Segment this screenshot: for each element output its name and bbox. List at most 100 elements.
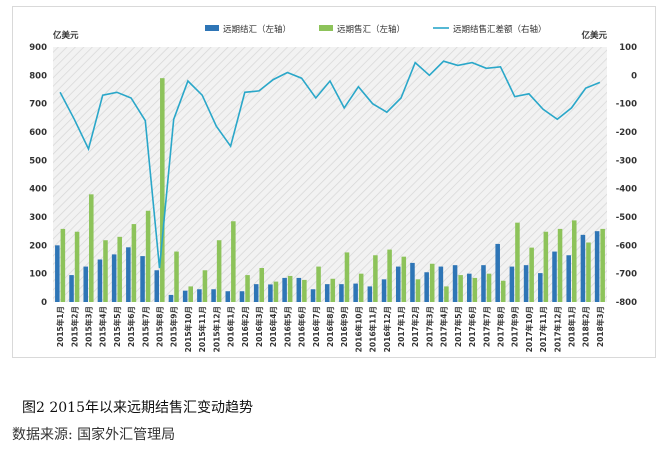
bar-settlement [268, 284, 273, 302]
bar-sales [571, 220, 577, 302]
x-tick-label: 2017年7月 [481, 306, 491, 347]
bar-sales [117, 236, 122, 302]
legend-label-balance: 远期结售汇差额（右轴） [453, 24, 547, 35]
right-tick-label: -200 [616, 128, 637, 138]
x-tick-label: 2017年1月 [396, 306, 406, 347]
bar-settlement [197, 289, 202, 302]
bar-sales [529, 247, 534, 302]
chart-svg: 远期结汇（左轴） 远期售汇（左轴） 远期结售汇差额（右轴） 亿美元 亿美元 0 1… [29, 24, 637, 352]
balance-line-group [59, 60, 601, 269]
right-tick-label: -100 [616, 100, 637, 110]
bar-sales [344, 252, 350, 302]
bar-sales [259, 268, 265, 302]
bar-settlement [495, 243, 500, 302]
x-tick-label: 2016年9月 [339, 306, 349, 347]
x-tick-label: 2016年8月 [325, 306, 335, 347]
x-tick-label: 2015年8月 [155, 306, 165, 347]
x-tick-label: 2015年3月 [84, 306, 94, 347]
x-tick-label: 2018年2月 [581, 306, 591, 347]
bar-settlement [538, 273, 543, 302]
x-tick-label: 2015年6月 [126, 306, 136, 347]
legend-label-settlement: 远期结汇（左轴） [223, 24, 291, 35]
bar-sales [131, 224, 137, 302]
right-tick-label: -400 [616, 185, 637, 195]
x-tick-label: 2016年2月 [240, 306, 250, 347]
x-tick-label: 2016年7月 [311, 306, 321, 347]
x-tick-label: 2015年11月 [197, 306, 207, 352]
x-axis-labels: 2015年1月 2015年2月 2015年3月 2015年4月 2015年5月 2015年… [55, 306, 605, 352]
bar-sales [188, 286, 193, 302]
bar-sales [74, 231, 80, 302]
bar-settlement [168, 294, 174, 302]
bar-settlement [594, 231, 600, 302]
bar-sales [458, 275, 463, 302]
legend-swatch-sales [319, 25, 333, 31]
right-tick-label: 100 [619, 43, 637, 53]
bar-sales [500, 280, 506, 302]
right-tick-label: -500 [616, 213, 637, 223]
x-tick-label: 2017年6月 [467, 306, 477, 347]
bar-sales [543, 231, 549, 302]
bar-sales [216, 240, 222, 302]
right-axis-unit: 亿美元 [581, 30, 607, 41]
bar-sales [145, 210, 151, 302]
bar-sales [273, 281, 279, 302]
x-tick-label: 2018年1月 [566, 306, 576, 347]
bar-settlement [211, 289, 216, 302]
bar-settlement [225, 291, 231, 302]
x-tick-label: 2017年9月 [510, 306, 520, 347]
x-tick-label: 2016年4月 [268, 306, 278, 347]
bar-settlement [83, 266, 89, 302]
bar-sales [231, 221, 236, 302]
bar-settlement [566, 255, 571, 302]
bar-sales [557, 228, 563, 302]
bar-settlement [126, 247, 131, 302]
x-tick-label: 2016年11月 [368, 306, 378, 352]
bar-sales [472, 277, 478, 302]
bar-settlement [381, 279, 387, 302]
plot-area [53, 47, 607, 302]
balance-line [59, 60, 601, 269]
bar-settlement [353, 283, 358, 302]
bar-sales [330, 278, 336, 302]
left-axis-unit: 亿美元 [53, 30, 79, 41]
right-tick-label: -300 [616, 156, 637, 166]
bar-settlement [154, 270, 160, 302]
left-axis-ticks: 0 100 200 300 400 500 600 700 800 900 [29, 43, 47, 308]
right-axis-ticks: -800 -700 -600 -500 -400 -300 -200 -100 0 100 [616, 43, 637, 308]
x-tick-label: 2016年5月 [282, 306, 292, 347]
x-tick-label: 2017年3月 [424, 306, 434, 347]
x-tick-label: 2015年1月 [55, 306, 65, 347]
left-tick-label: 600 [29, 128, 47, 138]
bar-sales [415, 279, 421, 302]
bar-settlement [111, 254, 117, 302]
x-tick-label: 2017年2月 [410, 306, 420, 347]
bar-settlement [552, 251, 557, 302]
bar-settlement [282, 277, 287, 302]
bar-settlement [580, 234, 586, 302]
bar-settlement [367, 286, 373, 302]
x-tick-label: 2015年12月 [211, 306, 221, 352]
x-tick-label: 2018年3月 [595, 306, 605, 347]
bar-settlement [253, 284, 259, 302]
bar-sales [373, 255, 378, 302]
x-tick-label: 2015年5月 [112, 306, 122, 347]
bars-group [55, 78, 605, 303]
bar-sales [444, 286, 449, 302]
bar-sales [60, 228, 66, 302]
bar-settlement [523, 265, 529, 302]
bar-sales [401, 256, 407, 302]
left-tick-label: 500 [29, 156, 47, 166]
bar-settlement [467, 273, 472, 302]
bar-sales [103, 240, 108, 302]
left-tick-label: 300 [29, 213, 47, 223]
x-tick-label: 2015年10月 [183, 306, 193, 352]
bar-settlement [97, 259, 103, 302]
legend: 远期结汇（左轴） 远期售汇（左轴） 远期结售汇差额（右轴） [205, 24, 547, 35]
x-tick-label: 2016年12月 [382, 306, 392, 352]
left-tick-label: 100 [29, 270, 47, 280]
bar-sales [316, 266, 321, 302]
legend-label-sales: 远期售汇（左轴） [337, 24, 405, 35]
bar-sales [174, 251, 179, 302]
bar-settlement [339, 284, 344, 302]
